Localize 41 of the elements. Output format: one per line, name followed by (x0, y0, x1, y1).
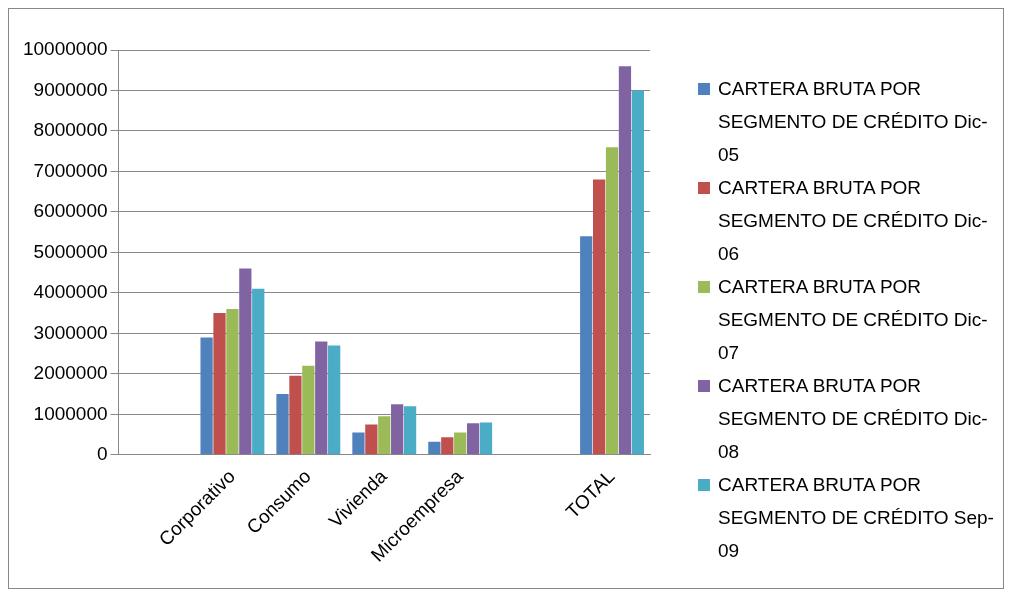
bar (618, 66, 632, 455)
bar (441, 437, 454, 455)
bar (252, 288, 265, 455)
y-tick-label: 9000000 (33, 78, 108, 100)
y-tick-label: 4000000 (33, 281, 108, 303)
bar (352, 432, 365, 455)
bar (378, 416, 391, 455)
bar (302, 365, 315, 455)
y-tick-label: 2000000 (33, 362, 108, 384)
bar (328, 345, 341, 455)
bar (631, 90, 644, 455)
legend-label: CARTERA BRUTA POR SEGMENTO DE CRÉDITO Dic-05 (718, 77, 989, 167)
y-tick-label: 3000000 (33, 321, 108, 343)
y-tick-label: 6000000 (33, 200, 108, 222)
bar (479, 422, 493, 455)
bar (605, 147, 619, 455)
y-tick-label: 8000000 (33, 119, 108, 141)
bar (593, 179, 606, 455)
bar (454, 432, 467, 455)
bar (428, 441, 441, 455)
bar (239, 268, 252, 455)
bar (213, 313, 226, 455)
y-tick-label: 5000000 (33, 240, 108, 262)
legend-label: CARTERA BRUTA POR SEGMENTO DE CRÉDITO Sep-09 (718, 473, 995, 563)
legend-label: CARTERA BRUTA POR SEGMENTO DE CRÉDITO Dic-06 (718, 176, 989, 266)
y-tick-label: 1000000 (33, 402, 108, 424)
bar (226, 309, 239, 455)
bar (315, 341, 328, 455)
bar (365, 424, 378, 455)
y-tick-label: 10000000 (22, 38, 108, 60)
bar (391, 404, 404, 455)
y-tick-label: 0 (96, 443, 108, 464)
y-tick-label: 7000000 (33, 159, 108, 181)
bar (403, 406, 417, 455)
bar (580, 236, 593, 455)
legend-label: CARTERA BRUTA POR SEGMENTO DE CRÉDITO Dic-07 (718, 275, 989, 365)
bar (276, 394, 289, 455)
bar (466, 423, 480, 455)
bar (289, 375, 302, 455)
legend-label: CARTERA BRUTA POR SEGMENTO DE CRÉDITO Dic-08 (718, 374, 989, 464)
bar (200, 337, 213, 455)
